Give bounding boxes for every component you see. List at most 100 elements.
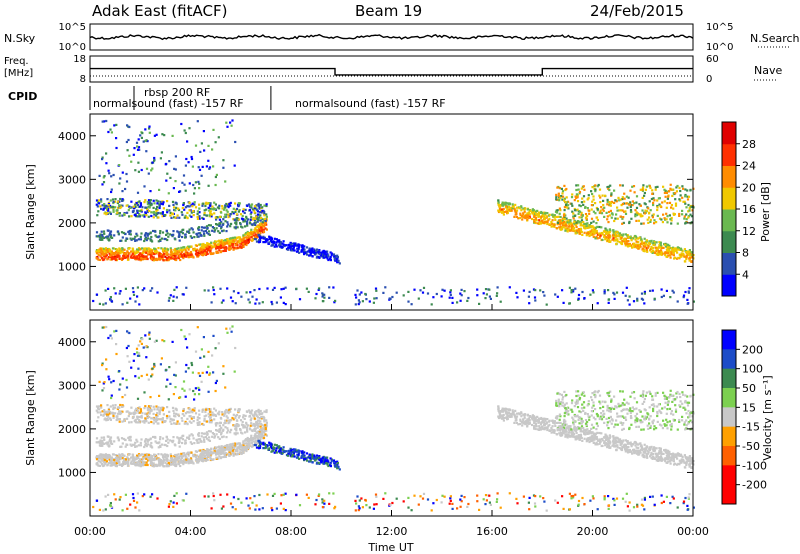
power-cell [688, 209, 691, 212]
power-cell [641, 298, 645, 301]
velocity-cell [262, 436, 266, 440]
velocity-cell [239, 448, 242, 451]
velocity-cell [154, 453, 157, 456]
velocity-cell [175, 453, 178, 456]
power-cell [113, 287, 116, 290]
power-cell [239, 222, 242, 225]
velocity-cell [218, 437, 221, 440]
power-cell [109, 254, 112, 257]
power-cell [164, 238, 167, 241]
power-cell [583, 231, 586, 234]
power-cell [336, 254, 339, 257]
power-cell [282, 301, 285, 304]
power-cell [184, 189, 187, 192]
power-cell [124, 239, 127, 242]
power-cell [357, 303, 360, 306]
velocity-cell [189, 461, 192, 464]
velocity-cell [101, 458, 104, 461]
velocity-cell [189, 459, 192, 462]
velocity-cell [138, 458, 142, 461]
velocity-cell [143, 445, 146, 449]
power-cell [667, 248, 670, 251]
power-cell [583, 297, 586, 300]
power-cell [114, 198, 117, 201]
velocity-cell [175, 412, 178, 415]
power-cell [230, 242, 233, 246]
power-cell [259, 203, 262, 207]
velocity-cell [248, 439, 251, 442]
power-cell [667, 243, 670, 246]
power-cell [188, 182, 191, 185]
power-cell [515, 291, 518, 294]
velocity-cell [175, 458, 178, 461]
velocity-cell [245, 449, 248, 453]
power-cell [561, 195, 565, 198]
power-cell [279, 296, 282, 299]
power-cell [240, 295, 243, 298]
power-cell [625, 286, 628, 289]
power-cell [561, 190, 565, 193]
power-cell [632, 242, 635, 245]
velocity-cell [264, 425, 267, 429]
power-cell [561, 289, 564, 292]
power-cell [279, 243, 282, 246]
power-cell [647, 207, 650, 210]
power-cell [311, 255, 314, 258]
power-cell [598, 225, 601, 229]
power-cell [108, 252, 111, 255]
power-cell [242, 208, 245, 211]
velocity-cell [245, 445, 248, 448]
power-cell [290, 249, 294, 252]
velocity-cell [207, 453, 210, 457]
power-cell [663, 252, 666, 255]
power-cell [188, 228, 191, 231]
velocity-cell [98, 440, 101, 443]
power-cell [539, 289, 542, 292]
power-cell [607, 221, 610, 224]
power-cell [654, 186, 657, 189]
power-cell [203, 232, 206, 235]
velocity-cell [192, 455, 195, 458]
power-cell [246, 237, 249, 240]
velocity-cell [182, 452, 186, 455]
power-cell [192, 214, 195, 217]
power-cell [188, 127, 191, 130]
power-cell [682, 296, 685, 299]
power-cell [148, 127, 151, 130]
power-cell [600, 212, 604, 215]
power-cell [148, 201, 151, 205]
power-cell [499, 210, 502, 213]
velocity-cell [118, 463, 121, 466]
power-cell [113, 124, 116, 127]
velocity-cell [195, 457, 198, 460]
velocity-cell [162, 458, 166, 462]
power-cell [229, 213, 232, 216]
power-cell [143, 239, 146, 243]
power-cell [149, 250, 152, 253]
velocity-cell [206, 448, 209, 451]
power-cell [565, 204, 568, 207]
power-cell [196, 212, 199, 216]
velocity-cell [208, 436, 211, 439]
velocity-cell [200, 457, 203, 460]
velocity-cell [140, 438, 143, 441]
velocity-cell [254, 423, 257, 426]
power-cell [178, 251, 181, 254]
power-cell [239, 239, 242, 242]
power-cell [160, 237, 163, 240]
power-cell [212, 286, 215, 289]
power-cell [313, 248, 316, 251]
power-cell [165, 233, 168, 236]
power-cell [326, 257, 329, 260]
power-cell [318, 252, 321, 256]
power-cell [621, 184, 624, 187]
velocity-cell [224, 421, 227, 424]
velocity-cell [155, 405, 158, 408]
velocity-cell [210, 458, 213, 461]
power-cell [502, 213, 505, 216]
power-cell [193, 236, 196, 239]
power-cell [685, 251, 688, 254]
velocity-cell [215, 457, 218, 460]
power-cell [169, 214, 172, 217]
power-cell [498, 208, 502, 211]
